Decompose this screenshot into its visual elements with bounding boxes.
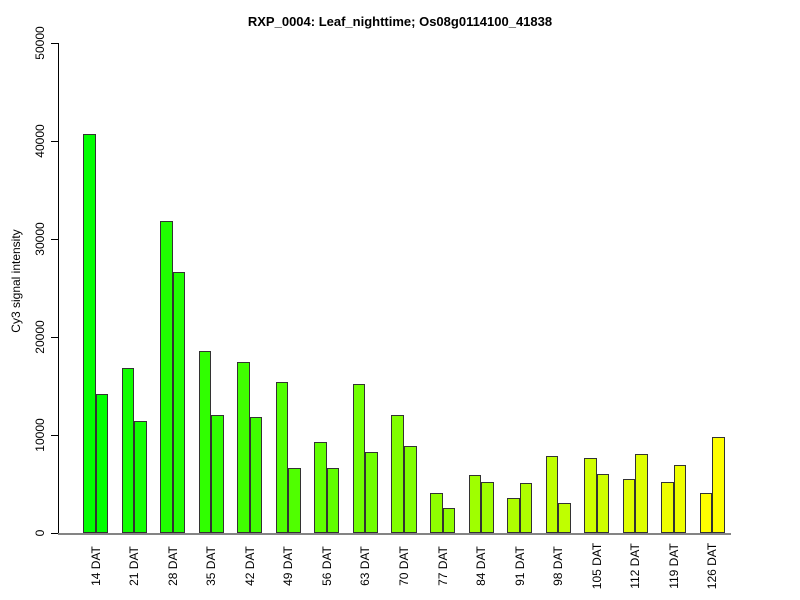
y-axis-title: Cy3 signal intensity <box>9 229 23 333</box>
y-tick-label: 20000 <box>33 320 47 354</box>
y-tick-mark <box>51 239 58 240</box>
bar <box>172 272 186 533</box>
bar <box>635 453 648 533</box>
bar <box>160 221 173 533</box>
bar <box>622 479 636 533</box>
x-tick-label: 70 DAT <box>397 546 411 586</box>
x-tick-label: 42 DAT <box>242 546 257 586</box>
bar <box>481 482 494 533</box>
bar <box>121 368 135 533</box>
bar <box>545 455 559 533</box>
y-tick-mark <box>51 533 58 534</box>
bar <box>288 468 301 533</box>
bar <box>558 502 571 533</box>
x-tick-label: 119 DAT <box>666 543 681 589</box>
y-tick-label: 50000 <box>33 26 47 60</box>
bar <box>134 421 147 533</box>
bar <box>352 384 366 533</box>
bar <box>584 457 597 533</box>
bar <box>596 474 610 533</box>
y-tick-mark <box>51 43 58 44</box>
y-axis-line <box>58 43 59 534</box>
bar <box>391 415 404 533</box>
bar <box>519 483 533 533</box>
x-tick-label: 35 DAT <box>204 546 219 586</box>
x-tick-label: 126 DAT <box>705 542 720 590</box>
x-tick-label: 84 DAT <box>474 546 489 586</box>
bar <box>712 436 725 533</box>
bar <box>673 465 687 533</box>
x-tick-label: 112 DAT <box>628 543 643 589</box>
bar <box>507 497 520 533</box>
bar <box>198 350 212 533</box>
x-tick-label: 14 DAT <box>88 546 103 586</box>
bar <box>661 482 674 533</box>
y-tick-label: 30000 <box>33 222 47 256</box>
x-tick-label: 91 DAT <box>512 546 527 586</box>
bar <box>314 441 327 533</box>
x-tick-label: 63 DAT <box>358 546 373 586</box>
bar <box>429 492 443 533</box>
bar <box>404 445 417 533</box>
bar <box>442 507 456 533</box>
chart-title: RXP_0004: Leaf_nighttime; Os08g0114100_4… <box>247 14 553 29</box>
bar <box>699 492 713 533</box>
y-tick-label: 0 <box>33 529 47 537</box>
y-tick-mark <box>51 337 58 338</box>
bar <box>211 415 224 533</box>
x-tick-label: 49 DAT <box>281 546 296 586</box>
y-tick-mark <box>51 435 58 436</box>
bar <box>237 362 250 533</box>
bar <box>249 417 263 533</box>
y-tick-label: 40000 <box>33 124 47 158</box>
x-tick-label: 98 DAT <box>551 546 566 586</box>
x-tick-label: 56 DAT <box>319 546 334 586</box>
x-tick-label: 28 DAT <box>165 546 180 586</box>
y-tick-label: 10000 <box>33 418 47 452</box>
bar <box>365 451 379 533</box>
bar <box>468 475 482 533</box>
bar <box>95 393 109 533</box>
y-tick-mark <box>51 141 58 142</box>
bar <box>275 382 289 533</box>
x-tick-label: 77 DAT <box>435 546 450 586</box>
x-axis-line <box>58 533 731 535</box>
bar <box>83 134 96 533</box>
x-tick-label: 21 DAT <box>127 546 142 586</box>
bar <box>326 468 340 533</box>
x-tick-label: 105 DAT <box>589 542 604 590</box>
